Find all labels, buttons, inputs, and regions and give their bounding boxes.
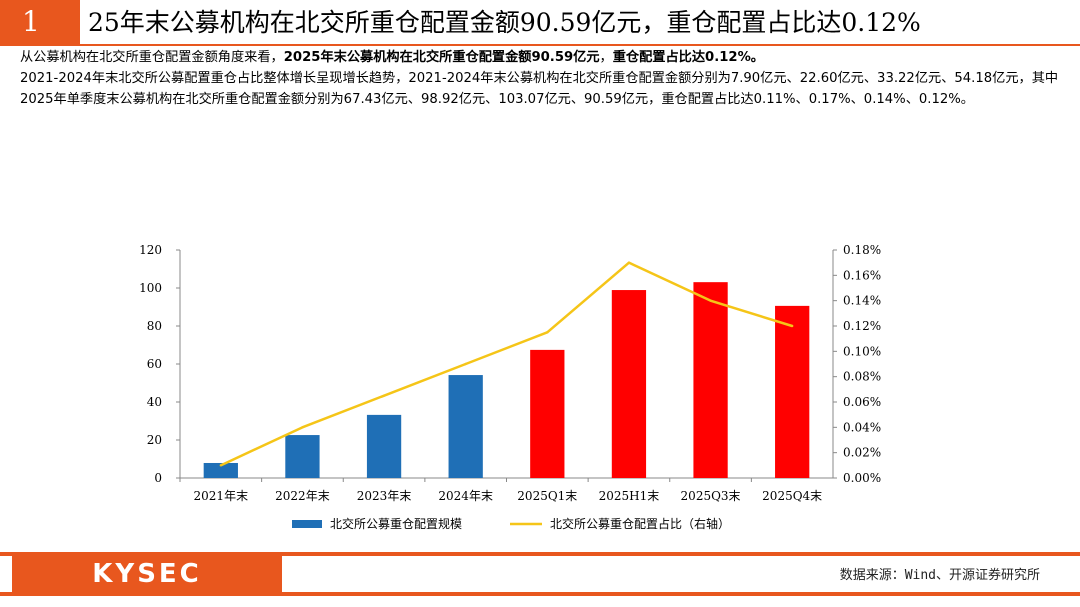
left-tick-label: 120: [139, 243, 162, 257]
body-text: 从公募机构在北交所重仓配置金额角度来看，2025年末公募机构在北交所重仓配置金额…: [20, 47, 1070, 110]
bar-2: [285, 435, 320, 478]
legend-line-label: 北交所公募重仓配置占比（右轴）: [550, 516, 730, 531]
bar-1: [203, 462, 238, 478]
bar-5: [530, 349, 565, 478]
bar-7: [693, 282, 728, 478]
paragraph-2: 2021-2024年末北交所公募配置重仓占比整体增长呈现增长趋势，2021-20…: [20, 71, 1059, 107]
x-tick-label: 2025H1末: [599, 489, 660, 503]
left-tick-label: 80: [147, 319, 162, 333]
p1-comma: ，: [599, 50, 613, 65]
legend-bar-label: 北交所公募重仓配置规模: [330, 516, 462, 531]
chart: 0 20 40 60 80 100 120 0.00% 0.02% 0.04% 0.06% 0.08…: [139, 243, 881, 531]
legend-bar-swatch: [292, 520, 322, 528]
ratio-point-1: [219, 464, 223, 467]
x-tick-label: 2023年末: [357, 489, 412, 503]
bar-3: [366, 414, 402, 478]
right-tick-label: 0.04%: [843, 420, 881, 434]
p1-highlight-ratio: 重仓配置占比达0.12%。: [612, 50, 764, 65]
right-tick-label: 0.18%: [843, 243, 881, 257]
kysec-logo: KYSEC: [92, 559, 202, 589]
x-tick-label: 2025Q3末: [681, 489, 741, 503]
x-tick-label: 2021年末: [194, 489, 249, 503]
x-tick-label: 2025Q4末: [762, 489, 822, 503]
p1-highlight-amount: 2025年末公募机构在北交所重仓配置金额90.59亿元: [283, 50, 600, 65]
data-source: 数据来源：Wind、开源证券研究所: [839, 568, 1040, 583]
right-tick-label: 0.12%: [843, 319, 881, 333]
paragraph-1: 从公募机构在北交所重仓配置金额角度来看，2025年末公募机构在北交所重仓配置金额…: [20, 47, 1070, 68]
left-tick-label: 100: [139, 281, 162, 295]
left-tick-label: 40: [147, 395, 162, 409]
title-divider: [0, 44, 1080, 46]
left-tick-label: 0: [154, 471, 162, 485]
ratio-point-4: [464, 362, 467, 366]
ratio-point-5: [546, 331, 549, 334]
footer-band-bottom: [0, 592, 1080, 596]
right-tick-label: 0.00%: [843, 471, 881, 485]
bar-4: [448, 375, 483, 478]
right-tick-label: 0.16%: [843, 268, 881, 282]
x-tick-label: 2024年末: [438, 489, 493, 503]
section-number: 1: [0, 0, 80, 44]
ratio-line: [220, 261, 793, 467]
ratio-point-8: [790, 324, 794, 328]
right-tick-label: 0.02%: [843, 446, 881, 460]
right-tick-label: 0.06%: [843, 395, 881, 409]
right-tick-label: 0.14%: [843, 294, 881, 308]
footer-band-top: [0, 552, 1080, 556]
left-tick-label: 20: [147, 433, 162, 447]
ratio-point-6: [627, 261, 631, 264]
right-tick-label: 0.10%: [843, 344, 881, 358]
ratio-point-2: [301, 426, 304, 429]
right-tick-label: 0.08%: [843, 370, 881, 384]
x-tick-label: 2022年末: [275, 489, 330, 503]
p1-lead: 从公募机构在北交所重仓配置金额角度来看，: [20, 50, 284, 65]
ratio-point-3: [382, 394, 386, 397]
ratio-point-7: [709, 299, 712, 302]
page-title: 25年末公募机构在北交所重仓配置金额90.59亿元，重仓配置占比达0.12%: [88, 8, 921, 37]
left-tick-label: 60: [147, 357, 162, 371]
bar-6: [611, 290, 647, 478]
logo-block: [12, 556, 282, 592]
x-tick-label: 2025Q1末: [517, 489, 577, 503]
bar-8: [775, 305, 810, 478]
